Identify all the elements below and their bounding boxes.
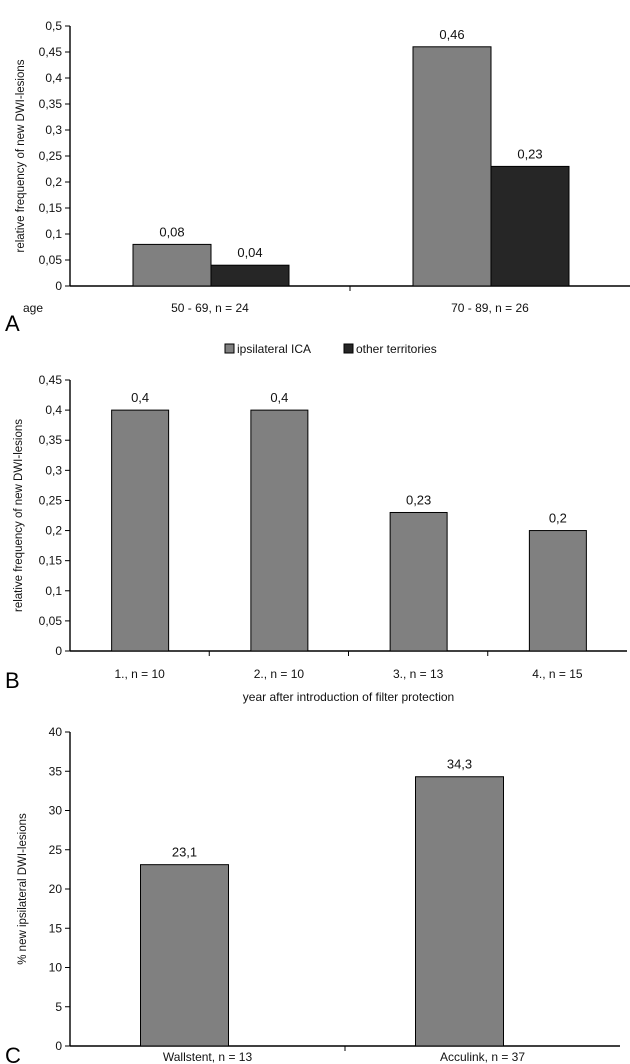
panel-a-bar [132, 243, 212, 287]
panel-c-y-tick-label: 0 [55, 1039, 62, 1053]
panel-b-bar [250, 409, 309, 652]
panel-b-x-category-label: 2., n = 10 [254, 667, 305, 681]
panel-b-x-category-label: 1., n = 10 [114, 667, 165, 681]
panel-b-bar-value-label: 0,2 [549, 511, 567, 526]
panel-a-y-tick-label: 0,4 [45, 71, 62, 85]
panel-b-y-tick-label: 0,05 [39, 614, 63, 628]
panel-b-bar [528, 530, 587, 652]
panel-c-bar [415, 776, 504, 1047]
panel-c-y-tick-label: 30 [49, 804, 63, 818]
panel-c-y-tick-label: 40 [49, 725, 63, 739]
panel-b-bar-value-label: 0,4 [270, 390, 288, 405]
panel-b-bar-value-label: 0,4 [131, 390, 149, 405]
panel-b-y-tick-label: 0,25 [39, 493, 63, 507]
panel-c-bar-value-label: 34,3 [447, 757, 472, 772]
panel-a-y-tick-label: 0,45 [39, 45, 63, 59]
panel-a-bar [210, 264, 290, 287]
panel-a-bar-value-label: 0,04 [237, 245, 262, 260]
panel-a-letter: A [5, 311, 20, 336]
panel-a-y-tick-label: 0,25 [39, 149, 63, 163]
panel-c-y-tick-label: 35 [49, 764, 63, 778]
panel-c-y-tick-label: 15 [49, 921, 63, 935]
panel-c-x-category-label: Wallstent, n = 13 [163, 1050, 253, 1064]
panel-a-legend-label: other territories [356, 342, 437, 356]
panel-a-y-tick-label: 0,5 [45, 19, 62, 33]
panel-c-y-tick-label: 25 [49, 843, 63, 857]
panel-b-y-tick-label: 0,4 [45, 403, 62, 417]
panel-c-y-tick-label: 10 [49, 961, 63, 975]
panel-b-bar-value-label: 0,23 [406, 492, 431, 507]
panel-c-letter: C [5, 1043, 21, 1064]
panel-b-bar [111, 409, 170, 652]
panel-b-y-tick-label: 0,3 [45, 463, 62, 477]
panel-a-y-axis-label: relative frequency of new DWI-lesions [15, 59, 27, 252]
panel-b-x-axis-label: year after introduction of filter protec… [243, 690, 454, 704]
panel-b-y-tick-label: 0,15 [39, 554, 63, 568]
panel-c-y-axis-label: % new ipsilateral DWI-lesions [17, 813, 29, 965]
panel-a-bar [412, 46, 492, 287]
panel-c-x-category-label: Acculink, n = 37 [440, 1050, 525, 1064]
panel-a-y-tick-label: 0,3 [45, 123, 62, 137]
panel-b-y-tick-label: 0 [55, 644, 62, 658]
panel-a-bar-value-label: 0,46 [439, 27, 464, 42]
panel-b-x-category-label: 3., n = 13 [393, 667, 444, 681]
panel-a-y-tick-label: 0,05 [39, 253, 63, 267]
panel-a-x-prefix-label: age [23, 301, 43, 315]
panel-c-y-tick-label: 20 [49, 882, 63, 896]
panel-a-y-tick-label: 0,1 [45, 227, 62, 241]
panel-b-bar [389, 511, 448, 652]
panel-b-letter: B [5, 668, 20, 693]
panel-a-x-category-label: 50 - 69, n = 24 [171, 301, 249, 315]
panel-a-bar [490, 165, 570, 287]
panel-a-y-tick-label: 0 [55, 279, 62, 293]
panel-c-y-tick-label: 5 [55, 1000, 62, 1014]
panel-a-y-tick-label: 0,35 [39, 97, 63, 111]
panel-a-bar-value-label: 0,23 [517, 146, 542, 161]
panel-b-y-tick-label: 0,45 [39, 373, 63, 387]
panel-c-bar [140, 864, 229, 1047]
panel-a-legend-swatch [224, 343, 235, 354]
panel-b-y-tick-label: 0,35 [39, 433, 63, 447]
panel-a-bar-value-label: 0,08 [159, 224, 184, 239]
panel-a-y-tick-label: 0,15 [39, 201, 63, 215]
panel-a-legend-label: ipsilateral ICA [237, 342, 311, 356]
panel-b-x-category-label: 4., n = 15 [532, 667, 583, 681]
panel-b-y-axis-label: relative frequency of new DWI-lesions [13, 419, 25, 612]
panel-b-y-tick-label: 0,2 [45, 524, 62, 538]
panel-c-bar-value-label: 23,1 [172, 845, 197, 860]
panel-a-legend-swatch [343, 343, 354, 354]
panel-a-x-category-label: 70 - 89, n = 26 [451, 301, 529, 315]
panel-a-y-tick-label: 0,2 [45, 175, 62, 189]
panel-b-y-tick-label: 0,1 [45, 584, 62, 598]
